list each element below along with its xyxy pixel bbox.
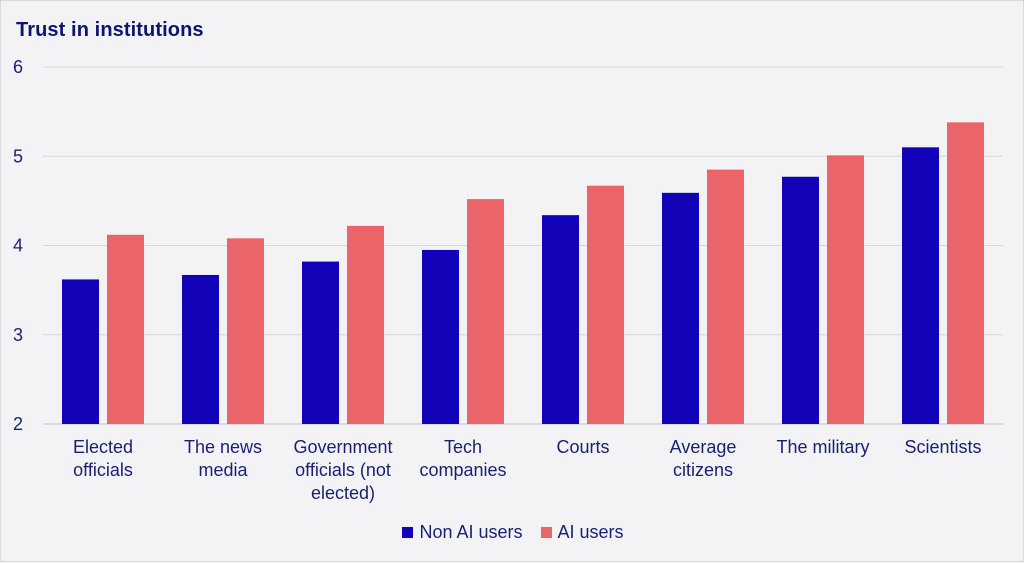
x-category-label-line: Elected xyxy=(73,437,133,457)
bar-ai-1 xyxy=(107,234,144,424)
x-category-label-line: media xyxy=(198,460,248,480)
bar-non-ai-3 xyxy=(302,261,339,424)
y-tick-label: 4 xyxy=(13,236,23,256)
x-category-label-line: elected) xyxy=(311,483,375,503)
legend: Non AI users AI users xyxy=(1,522,1024,543)
bar-non-ai-4 xyxy=(422,249,459,424)
chart-title: Trust in institutions xyxy=(16,19,204,41)
legend-swatch-series-1 xyxy=(402,527,414,538)
y-axis-ticks: 2 3 4 5 6 xyxy=(13,57,23,434)
bar-ai-7 xyxy=(827,155,864,425)
x-category-label-line: citizens xyxy=(673,460,733,480)
x-category-label: Scientists xyxy=(904,437,981,457)
bar-non-ai-6 xyxy=(662,192,699,424)
bar-non-ai-7 xyxy=(782,176,819,424)
x-category-label: Tech companies xyxy=(419,437,506,480)
bar-non-ai-2 xyxy=(182,274,219,424)
x-category-label-line: Government xyxy=(293,437,392,457)
x-category-label: Elected officials xyxy=(73,437,133,480)
y-tick-label: 6 xyxy=(13,57,23,77)
x-category-label-line: The news xyxy=(184,437,262,457)
bar-layer xyxy=(62,122,984,425)
x-category-label: Courts xyxy=(556,437,609,457)
x-category-label-line: Courts xyxy=(556,437,609,457)
x-category-label-line: Tech xyxy=(444,437,482,457)
x-category-label-line: companies xyxy=(419,460,506,480)
bar-non-ai-5 xyxy=(542,215,579,424)
x-category-label-line: The military xyxy=(776,437,869,457)
x-category-label-line: Scientists xyxy=(904,437,981,457)
x-category-label-line: officials xyxy=(73,460,133,480)
x-category-label-line: Average xyxy=(670,437,737,457)
bar-ai-2 xyxy=(227,238,264,424)
y-tick-label: 3 xyxy=(13,325,23,345)
legend-label-series-1: Non AI users xyxy=(419,522,523,542)
bar-ai-8 xyxy=(947,122,984,425)
bar-non-ai-8 xyxy=(902,147,939,424)
category-labels: Elected officials The news media Government o… xyxy=(73,437,982,503)
legend-item-series-1: Non AI users xyxy=(402,522,523,543)
bar-ai-5 xyxy=(587,185,624,424)
bar-ai-4 xyxy=(467,199,504,424)
x-category-label: The news media xyxy=(184,437,262,480)
bar-non-ai-1 xyxy=(62,279,99,424)
legend-label-series-2: AI users xyxy=(557,522,624,542)
x-category-label-line: officials (not xyxy=(295,460,391,480)
y-tick-label: 5 xyxy=(13,146,23,166)
bar-ai-3 xyxy=(347,225,384,424)
legend-swatch-series-2 xyxy=(540,527,552,538)
legend-item-series-2: AI users xyxy=(540,522,624,543)
x-category-label: Government officials (not elected) xyxy=(293,437,392,503)
bar-ai-6 xyxy=(707,169,744,424)
x-category-label: The military xyxy=(776,437,869,457)
x-category-label: Average citizens xyxy=(670,437,737,480)
y-tick-label: 2 xyxy=(13,414,23,434)
